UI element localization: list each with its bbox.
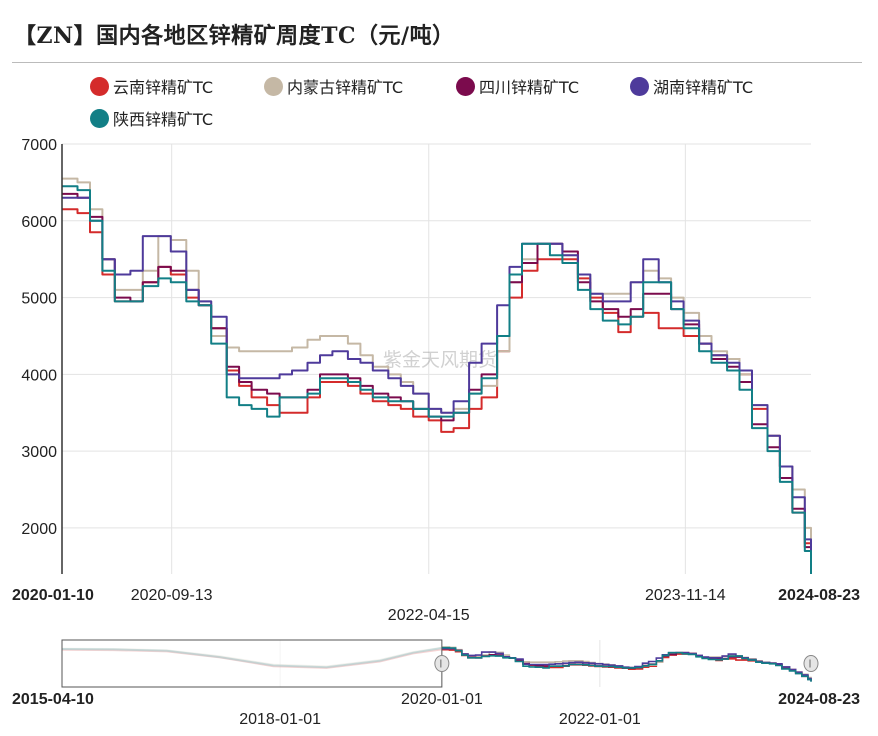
- chart-title: 【ZN】国内各地区锌精矿周度TC（元/吨）: [14, 23, 455, 49]
- navigator-label: 2018-01-01: [239, 711, 321, 728]
- navigator-unselected-mask: [62, 640, 442, 687]
- x-tick-label: 2020-01-10: [12, 587, 94, 604]
- series-group: [62, 177, 812, 574]
- navigator-handle: [434, 655, 450, 672]
- legend-label: 内蒙古锌精矿TC: [287, 78, 404, 97]
- y-tick-label: 3000: [21, 444, 57, 461]
- navigator-handle: [803, 655, 819, 672]
- navigator-label: 2015-04-10: [12, 691, 94, 708]
- title-divider: [12, 62, 862, 63]
- series-line: [62, 192, 812, 571]
- y-tick-label: 4000: [21, 367, 57, 384]
- legend-item-hunan[interactable]: 湖南锌精矿TC: [630, 74, 753, 98]
- legend-item-neimenggu[interactable]: 内蒙古锌精矿TC: [264, 74, 403, 98]
- x-tick-label: 2024-08-23: [778, 587, 860, 604]
- legend-swatch: [630, 76, 649, 96]
- navigator-label: 2024-08-23: [778, 691, 860, 708]
- navigator-label: 2020-01-01: [401, 691, 483, 708]
- x-tick-label: 2022-04-15: [388, 607, 470, 624]
- y-tick-label: 2000: [21, 521, 57, 538]
- legend-swatch: [456, 76, 475, 96]
- navigator-series-line: [441, 646, 812, 682]
- watermark-text: 紫金天风期货: [383, 349, 497, 371]
- axes: 2000 3000 4000 5000 6000 7000 2020-01-10 2020-0…: [12, 137, 860, 624]
- navigator-label: 2022-01-01: [559, 711, 641, 728]
- legend-item-yunnan[interactable]: 云南锌精矿TC: [90, 74, 213, 98]
- legend-label: 四川锌精矿TC: [479, 78, 580, 97]
- legend-swatch: [90, 108, 109, 128]
- series-line: [62, 185, 812, 574]
- y-tick-label: 6000: [21, 214, 57, 231]
- navigator-series-line: [441, 646, 812, 681]
- navigator-series-line: [441, 647, 812, 681]
- legend-label: 云南锌精矿TC: [113, 78, 214, 97]
- legend-item-shaanxi[interactable]: 陕西锌精矿TC: [90, 106, 213, 130]
- x-tick-label: 2020-09-13: [131, 587, 213, 604]
- legend-swatch: [264, 76, 283, 96]
- y-tick-label: 7000: [21, 137, 57, 154]
- legend-label: 湖南锌精矿TC: [653, 78, 754, 97]
- y-tick-label: 5000: [21, 291, 57, 308]
- legend-swatch: [90, 76, 109, 96]
- legend-item-sichuan[interactable]: 四川锌精矿TC: [456, 74, 579, 98]
- x-tick-label: 2023-11-14: [645, 587, 726, 604]
- range-navigator[interactable]: 2015-04-10 2020-01-01 2024-08-23 2018-01-01…: [12, 639, 860, 728]
- legend-label: 陕西锌精矿TC: [113, 110, 214, 129]
- series-line: [62, 196, 812, 563]
- series-line: [62, 208, 812, 551]
